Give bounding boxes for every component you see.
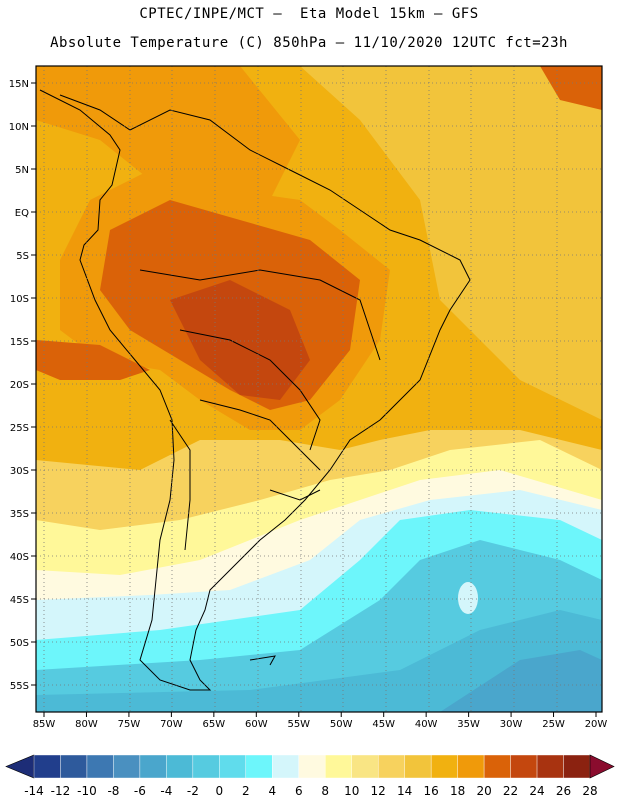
coastline-south-america (39, 89, 471, 691)
border-2 (179, 329, 321, 451)
lat-tick-label: 5N (15, 165, 29, 176)
lon-tick-label: 30W (500, 719, 523, 730)
temperature-field (36, 66, 602, 712)
lon-tick-label: 75W (118, 719, 141, 730)
lat-tick-label: 15S (10, 337, 29, 348)
field-se-deep (440, 650, 602, 712)
longitude-axis: 85W 80W 75W 70W 65W 60W 55W 50W 45W 40W 35W 30W 25W 2… (33, 712, 608, 730)
colorbar-label: -2 (187, 784, 199, 798)
lat-tick-label: 55S (10, 681, 29, 692)
plot-frame (35, 65, 603, 713)
lat-tick-label: 30S (10, 466, 29, 477)
lon-tick-label: 50W (330, 719, 353, 730)
colorbar-swatch (483, 754, 511, 779)
lat-tick-label: EQ (15, 208, 29, 219)
lat-tick-label: 15N (9, 79, 29, 90)
colorbar-swatch (563, 754, 591, 779)
colorbar-swatch (245, 754, 273, 779)
colorbar-swatch (457, 754, 485, 779)
latitude-axis: 15N 10N 5N EQ 5S 10S 15S 20S 25S 30S 35S 40S 45S 50S 5… (9, 79, 36, 692)
colorbar-label: -10 (77, 784, 97, 798)
colorbar-swatch (219, 754, 247, 779)
colorbar-label: 18 (450, 784, 465, 798)
colorbar-label: -4 (160, 784, 172, 798)
colorbar-label: -12 (51, 784, 71, 798)
field-south-darkblue (36, 610, 602, 712)
lon-tick-label: 85W (33, 719, 56, 730)
title-line-1: CPTEC/INPE/MCT – Eta Model 15km – GFS (139, 6, 479, 22)
colorbar-label: 8 (321, 784, 329, 798)
colorbar-label: 10 (344, 784, 359, 798)
lon-tick-label: 65W (203, 719, 226, 730)
colorbar-label: 6 (295, 784, 303, 798)
lon-tick-label: 70W (160, 719, 183, 730)
field-core (170, 280, 310, 400)
lon-tick-label: 20W (585, 719, 608, 730)
lon-tick-label: 40W (415, 719, 438, 730)
colorbar-swatch (325, 754, 352, 779)
colorbar-label: 0 (216, 784, 224, 798)
lon-tick-label: 45W (372, 719, 395, 730)
lat-tick-label: 45S (10, 595, 29, 606)
lat-tick-label: 25S (10, 423, 29, 434)
lat-tick-label: 40S (10, 552, 29, 563)
colorbar-swatch (192, 754, 220, 779)
colorbar-swatch (298, 754, 326, 779)
colorbar-swatch (60, 754, 88, 779)
colorbar-label: 2 (242, 784, 250, 798)
field-ne-band (300, 66, 602, 420)
colorbar-label: 28 (582, 784, 597, 798)
colorbar-label: 20 (476, 784, 491, 798)
lon-tick-label: 55W (287, 719, 310, 730)
colorbar-label: 24 (529, 784, 544, 798)
colorbar-swatch (166, 754, 194, 779)
colorbar-swatch (536, 754, 564, 779)
lat-tick-label: 50S (10, 638, 29, 649)
colorbar-swatch (113, 754, 141, 779)
lat-tick-label: 10S (10, 294, 29, 305)
colorbar-label: 14 (397, 784, 412, 798)
title-line-2: Absolute Temperature (C) 850hPa – 11/10/… (50, 35, 568, 51)
colorbar-label: 16 (424, 784, 439, 798)
lon-tick-label: 80W (75, 719, 98, 730)
lon-tick-label: 60W (245, 719, 268, 730)
border-1 (139, 269, 381, 361)
colorbar-under-arrow (5, 754, 35, 779)
coast-plata (269, 489, 321, 501)
lat-tick-label: 10N (9, 122, 29, 133)
colorbar-swatch (139, 754, 167, 779)
field-nw-warm (36, 66, 300, 200)
colorbar-swatch (272, 754, 299, 779)
colorbar-label: -6 (134, 784, 146, 798)
colorbar-label: -8 (107, 784, 119, 798)
colorbar-swatch (351, 754, 379, 779)
border-3 (199, 399, 321, 471)
colorbar-swatch (404, 754, 432, 779)
colorbar-swatch (377, 754, 405, 779)
lat-tick-label: 5S (16, 251, 29, 262)
colorbar-label: -14 (24, 784, 44, 798)
colorbar-swatch (33, 754, 61, 779)
field-warm-eddy (458, 582, 478, 614)
colorbar: -14 -12 -10 -8 -6 -4 -2 0 2 4 6 8 10 12 14 16 18 20 22 24 26… (5, 754, 615, 798)
lat-tick-label: 35S (10, 509, 29, 520)
coastlines (39, 89, 471, 691)
lon-tick-label: 25W (542, 719, 565, 730)
field-pacific-hot (36, 340, 150, 380)
colorbar-over-arrow (589, 754, 615, 779)
field-ne-hot (540, 66, 602, 110)
colorbar-swatch (86, 754, 114, 779)
colorbar-label: 12 (371, 784, 386, 798)
border-4 (169, 419, 191, 551)
colorbar-label: 4 (268, 784, 276, 798)
lon-tick-label: 35W (457, 719, 480, 730)
colorbar-swatch (430, 754, 458, 779)
colorbar-label: 22 (503, 784, 518, 798)
colorbar-swatch (510, 754, 538, 779)
colorbar-label: 26 (556, 784, 571, 798)
lat-tick-label: 20S (10, 380, 29, 391)
